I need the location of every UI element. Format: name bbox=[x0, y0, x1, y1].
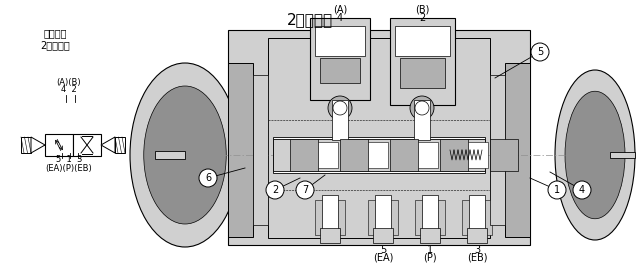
Text: 2位双电控: 2位双电控 bbox=[40, 40, 70, 50]
Text: 4  2: 4 2 bbox=[61, 86, 77, 94]
Bar bbox=[315, 26, 365, 56]
Text: 5  1  3: 5 1 3 bbox=[56, 155, 82, 164]
Bar bbox=[440, 139, 468, 171]
Bar bbox=[468, 142, 488, 168]
Text: (P): (P) bbox=[423, 253, 437, 263]
Bar bbox=[332, 100, 348, 140]
Bar bbox=[273, 139, 485, 171]
Circle shape bbox=[296, 181, 314, 199]
Polygon shape bbox=[101, 137, 115, 153]
Bar bbox=[415, 200, 445, 235]
Bar bbox=[375, 195, 391, 238]
Bar bbox=[290, 139, 318, 171]
Bar bbox=[273, 137, 485, 173]
Text: 1: 1 bbox=[554, 185, 560, 195]
Text: 图形符号: 图形符号 bbox=[44, 28, 67, 38]
Text: 1: 1 bbox=[427, 245, 433, 255]
Circle shape bbox=[573, 181, 591, 199]
Bar bbox=[390, 18, 455, 105]
Text: 7: 7 bbox=[302, 185, 308, 195]
Text: (A): (A) bbox=[333, 5, 347, 15]
Bar bbox=[155, 151, 185, 159]
Text: (EB): (EB) bbox=[467, 253, 487, 263]
Bar bbox=[418, 142, 438, 168]
Bar bbox=[73, 134, 101, 156]
Ellipse shape bbox=[144, 86, 227, 224]
Circle shape bbox=[266, 181, 284, 199]
Bar bbox=[320, 58, 360, 83]
Text: 2: 2 bbox=[419, 13, 425, 23]
Circle shape bbox=[333, 101, 347, 115]
Bar bbox=[422, 195, 438, 238]
Bar bbox=[253, 75, 268, 225]
Bar bbox=[368, 200, 398, 235]
Circle shape bbox=[410, 96, 434, 120]
Circle shape bbox=[199, 169, 217, 187]
Text: 2: 2 bbox=[272, 185, 278, 195]
Bar bbox=[315, 200, 345, 235]
Text: 6: 6 bbox=[205, 173, 211, 183]
Bar bbox=[390, 139, 418, 171]
Bar bbox=[228, 30, 530, 245]
Text: 5: 5 bbox=[537, 47, 543, 57]
Bar bbox=[462, 200, 492, 235]
Bar bbox=[610, 152, 635, 158]
Bar bbox=[395, 26, 450, 56]
Circle shape bbox=[415, 101, 429, 115]
Ellipse shape bbox=[565, 91, 625, 219]
Bar bbox=[318, 142, 338, 168]
Bar bbox=[414, 100, 430, 140]
Bar bbox=[45, 134, 73, 156]
Ellipse shape bbox=[130, 63, 240, 247]
Bar bbox=[320, 228, 340, 243]
Text: (EA)(P)(EB): (EA)(P)(EB) bbox=[45, 163, 92, 172]
Bar bbox=[310, 18, 370, 100]
Text: 3: 3 bbox=[474, 245, 480, 255]
Circle shape bbox=[548, 181, 566, 199]
Bar bbox=[467, 228, 487, 243]
Text: 2位双电控: 2位双电控 bbox=[287, 12, 333, 27]
Bar bbox=[469, 195, 485, 238]
Text: 4: 4 bbox=[579, 185, 585, 195]
Bar bbox=[420, 228, 440, 243]
Bar bbox=[340, 139, 368, 171]
Ellipse shape bbox=[555, 70, 635, 240]
Text: (B): (B) bbox=[415, 5, 429, 15]
Polygon shape bbox=[31, 137, 45, 153]
Circle shape bbox=[531, 43, 549, 61]
Text: 4: 4 bbox=[337, 13, 343, 23]
Bar bbox=[400, 58, 445, 88]
Bar bbox=[268, 38, 490, 238]
Bar bbox=[490, 139, 518, 171]
Bar bbox=[490, 75, 505, 225]
Text: (A)(B): (A)(B) bbox=[57, 78, 81, 86]
Text: 5: 5 bbox=[380, 245, 386, 255]
Bar bbox=[228, 63, 253, 237]
Bar bbox=[115, 137, 125, 153]
Bar bbox=[368, 142, 388, 168]
Bar bbox=[505, 63, 530, 237]
Bar bbox=[373, 228, 393, 243]
Text: (EA): (EA) bbox=[373, 253, 393, 263]
Bar bbox=[322, 195, 338, 238]
Circle shape bbox=[328, 96, 352, 120]
Bar bbox=[21, 137, 31, 153]
